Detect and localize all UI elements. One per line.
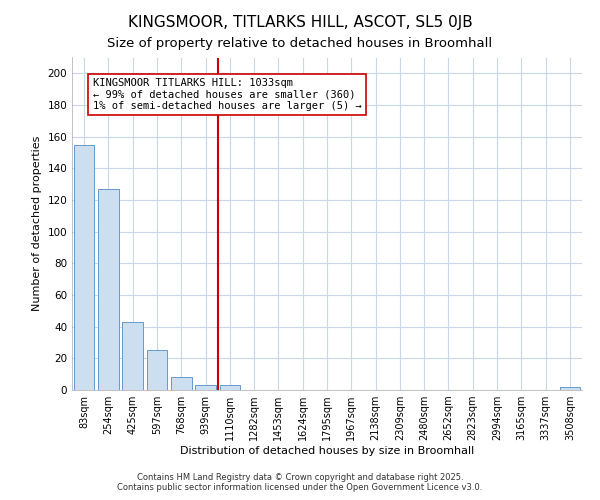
Bar xyxy=(74,144,94,390)
Bar xyxy=(220,385,240,390)
Y-axis label: Number of detached properties: Number of detached properties xyxy=(32,136,42,312)
X-axis label: Distribution of detached houses by size in Broomhall: Distribution of detached houses by size … xyxy=(180,446,474,456)
Text: Contains HM Land Registry data © Crown copyright and database right 2025.
Contai: Contains HM Land Registry data © Crown c… xyxy=(118,473,482,492)
Bar xyxy=(195,385,216,390)
Bar xyxy=(560,387,580,390)
Bar xyxy=(122,322,143,390)
Text: KINGSMOOR TITLARKS HILL: 1033sqm
← 99% of detached houses are smaller (360)
1% o: KINGSMOOR TITLARKS HILL: 1033sqm ← 99% o… xyxy=(92,78,361,112)
Bar xyxy=(171,378,191,390)
Text: KINGSMOOR, TITLARKS HILL, ASCOT, SL5 0JB: KINGSMOOR, TITLARKS HILL, ASCOT, SL5 0JB xyxy=(128,15,472,30)
Text: Size of property relative to detached houses in Broomhall: Size of property relative to detached ho… xyxy=(107,38,493,51)
Bar xyxy=(146,350,167,390)
Bar xyxy=(98,189,119,390)
